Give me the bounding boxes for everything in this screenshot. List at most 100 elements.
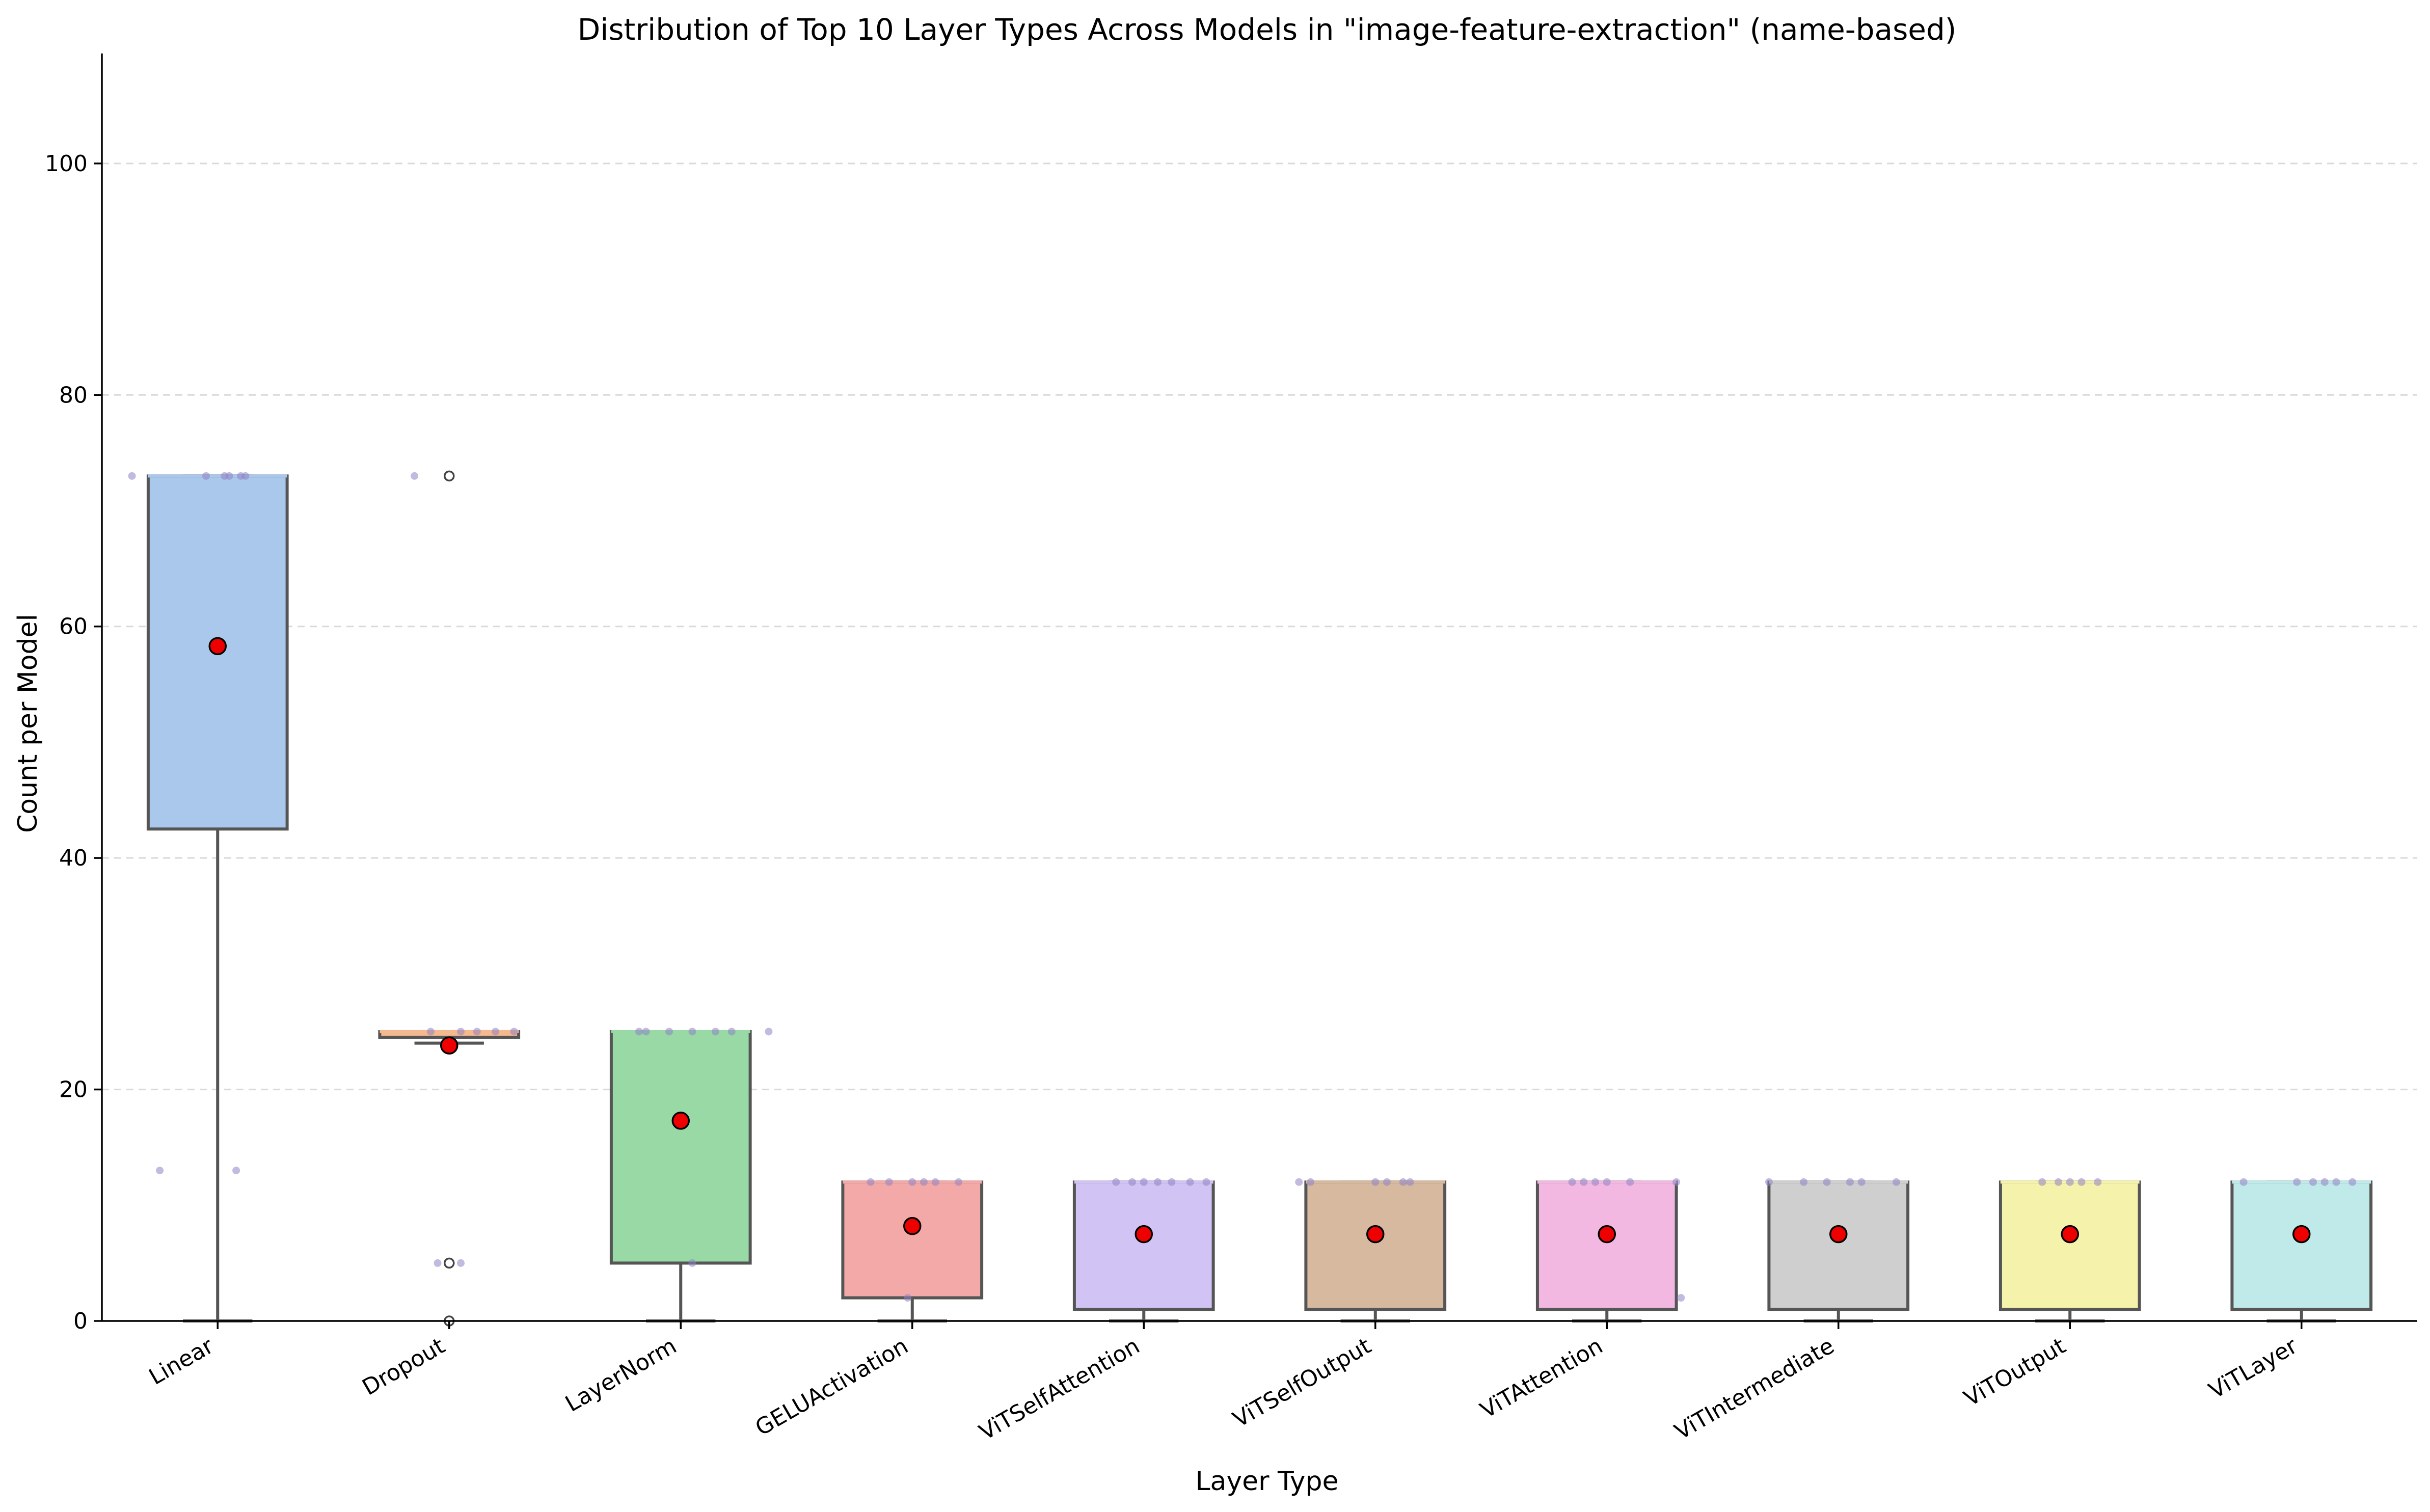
mean-marker <box>2061 1225 2079 1244</box>
axes <box>101 53 2417 1322</box>
data-point <box>456 1028 465 1036</box>
y-tick-label: 80 <box>59 382 88 408</box>
mean-marker <box>1366 1225 1385 1244</box>
data-point <box>128 472 136 480</box>
data-point <box>225 472 233 480</box>
mean-marker <box>1829 1225 1848 1244</box>
data-point <box>867 1178 875 1186</box>
mean-marker <box>2292 1225 2311 1244</box>
data-point <box>1128 1178 1137 1186</box>
data-point <box>1399 1178 1407 1186</box>
data-point <box>2038 1178 2046 1186</box>
data-point <box>1765 1178 1773 1186</box>
box-GELUActivation <box>841 1180 984 1300</box>
data-point <box>1295 1178 1303 1186</box>
box-ViTSelfAttention <box>1072 1180 1215 1311</box>
y-tick-label: 60 <box>59 614 88 640</box>
box-LayerNorm <box>609 1030 752 1265</box>
y-tick-label: 20 <box>59 1077 88 1103</box>
data-point <box>1202 1178 1210 1186</box>
data-point <box>2077 1178 2086 1186</box>
data-point <box>1823 1178 1831 1186</box>
box-group-ViTIntermediate <box>1765 1178 1910 1322</box>
data-point <box>1568 1178 1576 1186</box>
data-point <box>1591 1178 1600 1186</box>
data-point <box>1580 1178 1588 1186</box>
data-point <box>1383 1178 1391 1186</box>
data-point <box>1186 1178 1194 1186</box>
data-point <box>2055 1178 2063 1186</box>
data-point <box>1677 1294 1685 1302</box>
data-point <box>426 1028 435 1036</box>
x-tick-label: Linear <box>145 1333 219 1390</box>
boxes <box>128 470 2373 1327</box>
chart-title: Distribution of Top 10 Layer Types Acros… <box>578 12 1957 47</box>
data-point <box>411 472 419 480</box>
data-point <box>1800 1178 1808 1186</box>
data-point <box>1626 1178 1634 1186</box>
data-point <box>2293 1178 2301 1186</box>
box-group-ViTOutput <box>1999 1178 2141 1322</box>
outlier-point <box>444 1257 455 1269</box>
data-point <box>2094 1178 2102 1186</box>
y-ticks: 0 20 40 60 80 100 <box>45 151 102 1334</box>
data-point <box>908 1178 916 1186</box>
y-tick-label: 100 <box>45 151 88 177</box>
box-group-ViTSelfAttention <box>1072 1178 1215 1322</box>
mean-marker <box>671 1112 690 1130</box>
x-tick-label: ViTLayer <box>2204 1333 2302 1404</box>
data-point <box>727 1028 736 1036</box>
box-ViTAttention <box>1535 1180 1678 1311</box>
data-point <box>1672 1178 1681 1186</box>
box-ViTLayer <box>2230 1180 2373 1311</box>
data-point <box>1371 1178 1380 1186</box>
mean-marker <box>903 1217 922 1235</box>
data-point <box>2320 1178 2329 1186</box>
data-point <box>2332 1178 2340 1186</box>
data-point <box>456 1259 465 1267</box>
data-point <box>473 1028 481 1036</box>
gridlines <box>102 163 2417 1091</box>
data-point <box>885 1178 893 1186</box>
box-group-ViTLayer <box>2230 1178 2373 1322</box>
data-point <box>1154 1178 1162 1186</box>
mean-marker <box>1598 1225 1616 1244</box>
data-point <box>241 472 250 480</box>
data-point <box>688 1028 696 1036</box>
box-group-Linear <box>128 472 289 1322</box>
mean-marker <box>1135 1225 1153 1244</box>
data-point <box>635 1028 643 1036</box>
data-point <box>202 472 210 480</box>
data-point <box>2239 1178 2248 1186</box>
data-point <box>711 1028 719 1036</box>
data-point <box>1857 1178 1866 1186</box>
x-tick-label: GELUActivation <box>751 1333 912 1441</box>
box-ViTOutput <box>1999 1180 2141 1311</box>
data-point <box>2066 1178 2074 1186</box>
data-point <box>688 1259 696 1267</box>
box-group-ViTSelfOutput <box>1295 1178 1447 1322</box>
x-tick-label: LayerNorm <box>561 1333 681 1417</box>
data-point <box>1112 1178 1120 1186</box>
data-point <box>1406 1178 1414 1186</box>
box-group-LayerNorm <box>609 1028 773 1322</box>
x-axis-label: Layer Type <box>1196 1466 1339 1497</box>
data-point <box>1168 1178 1176 1186</box>
box-group-GELUActivation <box>841 1178 984 1322</box>
data-point <box>1603 1178 1611 1186</box>
x-tick-label: ViTSelfAttention <box>975 1333 1144 1445</box>
data-point <box>904 1294 912 1302</box>
data-point <box>510 1028 518 1036</box>
x-tick-label: ViTAttention <box>1476 1333 1607 1423</box>
data-point <box>434 1259 442 1267</box>
box-ViTSelfOutput <box>1304 1180 1447 1311</box>
data-point <box>1846 1178 1854 1186</box>
outlier-point <box>444 470 455 482</box>
box-group-ViTAttention <box>1535 1178 1685 1322</box>
x-tick-label: ViTSelfOutput <box>1229 1333 1376 1433</box>
data-point <box>156 1167 164 1175</box>
data-point <box>920 1178 928 1186</box>
data-point <box>1140 1178 1148 1186</box>
y-axis-label: Count per Model <box>13 614 43 833</box>
